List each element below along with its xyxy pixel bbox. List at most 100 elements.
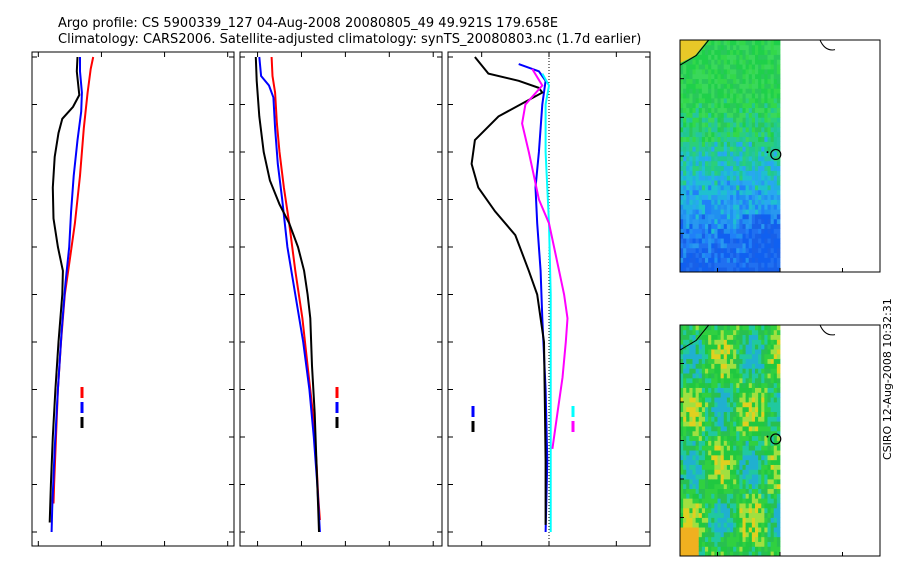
sla-field-cell bbox=[764, 551, 768, 557]
sst-field-cell bbox=[683, 151, 687, 157]
sst-field-cell bbox=[764, 40, 768, 46]
sla-field-cell bbox=[730, 536, 734, 542]
sst-field-cell bbox=[739, 160, 743, 167]
sst-field-cell bbox=[733, 209, 737, 215]
sla-field-cell bbox=[695, 349, 700, 355]
sla-field-cell bbox=[726, 551, 731, 557]
sst-field-cell bbox=[748, 88, 753, 94]
sst-field-cell bbox=[739, 54, 743, 60]
sst-field-cell bbox=[730, 247, 734, 254]
sst-field-cell bbox=[714, 98, 718, 104]
sst-field-cell bbox=[711, 136, 715, 142]
sst-field-cell bbox=[751, 102, 756, 109]
sla-field-cell bbox=[683, 445, 687, 451]
sla-field-cell bbox=[736, 325, 740, 331]
sla-field-cell bbox=[739, 421, 743, 427]
sla-field-cell bbox=[698, 426, 703, 432]
sla-field-cell bbox=[733, 421, 737, 427]
sla-field-cell bbox=[751, 541, 756, 547]
sla-field-cell bbox=[733, 479, 737, 485]
sst-field-cell bbox=[776, 204, 781, 210]
sst-field-cell bbox=[723, 78, 728, 84]
sla-field-cell bbox=[770, 551, 775, 557]
sst-field-cell bbox=[773, 194, 778, 200]
sla-field-cell bbox=[689, 435, 693, 441]
sla-field-cell bbox=[701, 493, 706, 499]
sla-field-cell bbox=[758, 373, 762, 379]
sla-field-cell bbox=[689, 430, 693, 437]
sla-field-cell bbox=[739, 406, 743, 413]
sst-field-cell bbox=[717, 59, 722, 65]
sla-field-cell bbox=[773, 454, 778, 461]
sla-field-cell bbox=[751, 353, 756, 360]
sst-field-cell bbox=[683, 69, 687, 75]
sla-field-cell bbox=[711, 397, 715, 403]
sst-field-cell bbox=[758, 189, 762, 196]
sst-field-cell bbox=[680, 209, 684, 215]
sst-field-cell bbox=[717, 146, 722, 152]
sst-field-cell bbox=[773, 54, 778, 60]
sst-field-cell bbox=[761, 54, 765, 60]
sla-field-cell bbox=[708, 546, 712, 552]
sla-field-cell bbox=[717, 493, 722, 499]
sla-field-cell bbox=[739, 325, 743, 331]
sla-field-cell bbox=[680, 531, 684, 538]
sst-field-cell bbox=[761, 146, 765, 152]
sla-field-cell bbox=[739, 402, 743, 408]
sla-field-cell bbox=[745, 474, 750, 480]
sla-field-cell bbox=[717, 435, 722, 441]
sla-field-cell bbox=[773, 363, 778, 369]
sla-field-cell bbox=[726, 329, 731, 336]
sst-field-cell bbox=[748, 93, 753, 99]
sst-field-cell bbox=[764, 185, 768, 191]
sla-field-cell bbox=[767, 503, 772, 509]
sst-field-cell bbox=[739, 257, 743, 263]
sst-field-cell bbox=[711, 204, 715, 210]
sla-field-cell bbox=[776, 329, 781, 336]
sst-field-cell bbox=[761, 204, 765, 210]
sst-field-cell bbox=[776, 257, 781, 263]
sst-field-cell bbox=[764, 73, 768, 80]
sla-field-cell bbox=[695, 406, 700, 413]
sla-field-cell bbox=[730, 541, 734, 547]
sla-field-cell bbox=[736, 430, 740, 437]
sla-field-cell bbox=[692, 531, 697, 538]
sst-field-cell bbox=[708, 98, 712, 104]
sla-field-cell bbox=[686, 527, 690, 533]
sst-field-cell bbox=[730, 185, 734, 191]
sla-field-cell bbox=[736, 479, 740, 485]
sst-field-cell bbox=[714, 165, 718, 171]
sla-field-cell bbox=[726, 397, 731, 403]
sst-field-cell bbox=[692, 252, 697, 258]
sla-field-cell bbox=[733, 382, 737, 388]
sla-field-cell bbox=[755, 363, 759, 369]
sst-field-cell bbox=[730, 257, 734, 263]
sst-field-cell bbox=[764, 170, 768, 176]
sst-field-cell bbox=[733, 257, 737, 263]
sla-field-cell bbox=[748, 325, 753, 331]
sla-field-cell bbox=[776, 507, 781, 514]
sla-field-cell bbox=[730, 426, 734, 432]
sst-field-cell bbox=[742, 49, 747, 55]
sst-field-cell bbox=[776, 209, 781, 215]
sla-field-cell bbox=[726, 454, 731, 461]
sst-field-cell bbox=[708, 243, 712, 249]
sst-field-cell bbox=[714, 73, 718, 80]
sla-field-cell bbox=[770, 397, 775, 403]
sla-field-cell bbox=[776, 397, 781, 403]
sla-field-cell bbox=[767, 483, 772, 490]
sla-field-cell bbox=[761, 426, 765, 432]
sla-field-cell bbox=[758, 493, 762, 499]
sst-field-cell bbox=[736, 247, 740, 254]
sla-field-cell bbox=[764, 368, 768, 374]
sst-field-cell bbox=[698, 199, 703, 205]
sst-field-cell bbox=[680, 243, 684, 249]
sst-field-cell bbox=[680, 131, 684, 138]
sst-field-cell bbox=[764, 257, 768, 263]
sla-field-cell bbox=[773, 358, 778, 364]
sla-field-cell bbox=[764, 344, 768, 350]
sst-field-cell bbox=[751, 218, 756, 225]
sst-field-cell bbox=[730, 54, 734, 60]
sla-field-cell bbox=[708, 531, 712, 538]
sla-field-cell bbox=[748, 392, 753, 398]
